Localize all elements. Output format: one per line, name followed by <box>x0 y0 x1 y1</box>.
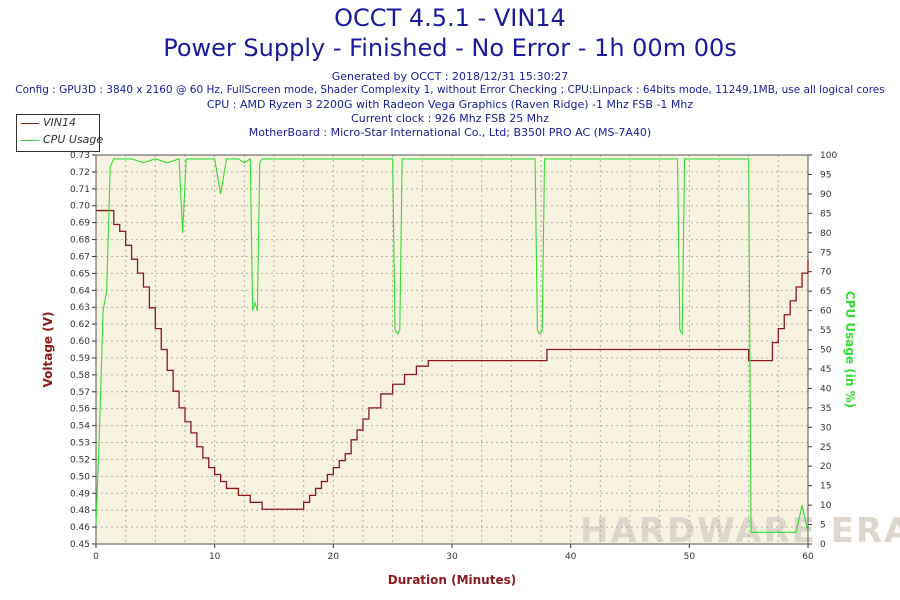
x-axis-label: Duration (Minutes) <box>388 573 516 587</box>
y-left-tick-label: 0.50 <box>70 472 90 482</box>
legend-swatch-cpu <box>21 139 39 141</box>
y-right-tick-label: 25 <box>820 443 831 453</box>
y-left-tick-label: 0.49 <box>70 489 90 499</box>
y-right-tick-label: 90 <box>820 190 832 200</box>
y-axis-label-right: CPU Usage (in %) <box>843 291 857 408</box>
plot-frame <box>95 154 809 545</box>
y-left-tick-label: 0.70 <box>70 202 90 212</box>
y-right-tick-label: 20 <box>820 462 832 472</box>
y-left-tick-label: 0.46 <box>70 523 90 533</box>
y-left-tick-label: 0.69 <box>70 219 90 229</box>
x-tick-label: 0 <box>93 552 99 562</box>
y-right-tick-label: 100 <box>820 151 837 161</box>
y-left-tick-label: 0.52 <box>70 455 90 465</box>
x-tick-label: 10 <box>209 552 221 562</box>
legend-item-vin14: VIN14 <box>21 116 76 132</box>
y-left-tick-label: 0.73 <box>70 151 90 161</box>
y-right-tick-label: 95 <box>820 170 831 180</box>
series-line-cpu-usage <box>95 157 809 533</box>
y-right-tick-label: 10 <box>820 501 832 511</box>
y-left-tick-label: 0.54 <box>70 422 90 432</box>
y-right-tick-label: 70 <box>820 268 832 278</box>
y-right-tick-label: 30 <box>820 423 832 433</box>
y-right-tick-label: 5 <box>820 521 826 531</box>
x-tick-label: 30 <box>446 552 458 562</box>
y-right-tick-label: 55 <box>820 326 831 336</box>
y-left-tick-label: 0.71 <box>70 185 90 195</box>
y-right-tick-label: 40 <box>820 384 832 394</box>
y-left-tick-label: 0.57 <box>70 388 90 398</box>
x-tick-label: 20 <box>328 552 340 562</box>
legend: VIN14 CPU Usage <box>16 114 103 152</box>
y-left-tick-label: 0.65 <box>70 269 90 279</box>
y-left-tick-label: 0.60 <box>70 337 90 347</box>
chart-title: OCCT 4.5.1 - VIN14 <box>334 4 566 32</box>
y-left-tick-label: 0.72 <box>70 168 90 178</box>
y-right-tick-label: 60 <box>820 307 832 317</box>
y-right-tick-label: 0 <box>820 540 826 550</box>
x-tick-label: 60 <box>802 552 814 562</box>
y-left-tick-label: 0.63 <box>70 303 90 313</box>
y-left-tick-label: 0.58 <box>70 371 90 381</box>
legend-label-vin14: VIN14 <box>43 116 76 129</box>
y-left-tick-label: 0.45 <box>70 540 90 550</box>
y-left-tick-label: 0.53 <box>70 439 90 449</box>
y-right-tick-label: 35 <box>820 404 831 414</box>
y-left-tick-label: 0.48 <box>70 506 90 516</box>
x-tick-label: 40 <box>565 552 577 562</box>
y-right-tick-label: 85 <box>820 209 831 219</box>
generated-info: Generated by OCCT : 2018/12/31 15:30:27 <box>331 70 569 83</box>
y-left-tick-label: 0.64 <box>70 286 90 296</box>
cpu-info: CPU : AMD Ryzen 3 2200G with Radeon Vega… <box>206 98 694 111</box>
y-right-tick-label: 65 <box>820 287 831 297</box>
config-info: Config : GPU3D : 3840 x 2160 @ 60 Hz, Fu… <box>15 84 885 96</box>
y-left-tick-label: 0.59 <box>70 354 90 364</box>
y-left-tick-label: 0.68 <box>70 236 90 246</box>
y-left-tick-label: 0.62 <box>70 320 90 330</box>
legend-label-cpu: CPU Usage <box>43 133 104 146</box>
y-right-tick-label: 50 <box>820 346 832 356</box>
y-left-tick-label: 0.56 <box>70 405 90 415</box>
series-line-vin14 <box>96 209 809 510</box>
clock-info: Current clock : 926 Mhz FSB 25 Mhz <box>351 112 549 125</box>
y-right-tick-label: 75 <box>820 248 831 258</box>
x-tick-label: 50 <box>684 552 696 562</box>
motherboard-info: MotherBoard : Micro-Star International C… <box>248 126 652 139</box>
y-left-tick-label: 0.67 <box>70 252 90 262</box>
y-right-tick-label: 80 <box>820 229 832 239</box>
chart-subtitle: Power Supply - Finished - No Error - 1h … <box>163 34 737 62</box>
legend-swatch-vin14 <box>21 122 39 124</box>
watermark: HARDWARE ERA <box>580 511 900 551</box>
y-axis-label-left: Voltage (V) <box>41 312 55 388</box>
y-right-tick-label: 45 <box>820 365 831 375</box>
legend-item-cpu: CPU Usage <box>21 133 103 149</box>
y-right-tick-label: 15 <box>820 482 831 492</box>
